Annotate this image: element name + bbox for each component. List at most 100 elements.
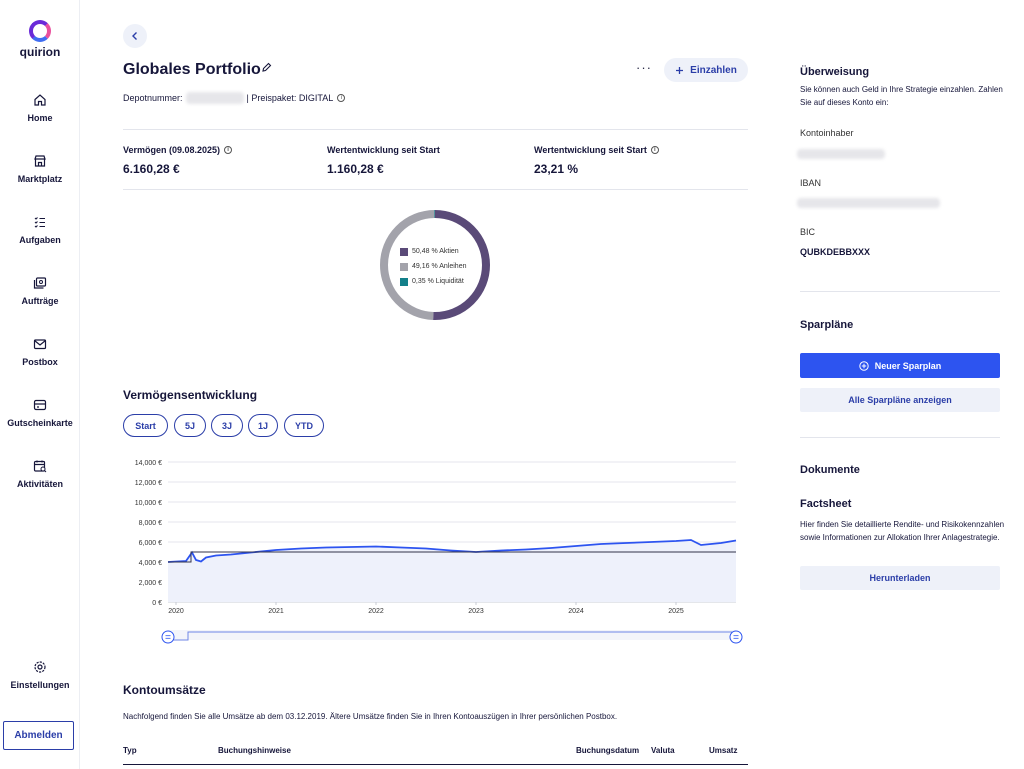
column-header-umsatz[interactable]: Umsatz [709,746,738,755]
x-tick-label: 2021 [268,608,284,615]
column-header-buchungsdatum[interactable]: Buchungsdatum [576,746,640,755]
y-tick-label: 14,000 € [135,460,162,467]
sidebar-item-einstellungen[interactable]: Einstellungen [0,660,80,690]
range-navigator-track[interactable] [168,630,736,640]
transactions-description: Nachfolgend finden Sie alle Umsätze ab d… [123,712,618,721]
sidebar-item-label: Aufgaben [19,235,61,245]
sidebar-item-aufgaben[interactable]: Aufgaben [0,215,80,245]
range-button-5j[interactable]: 5J [174,414,206,437]
stat-value: 6.160,28 € [123,162,180,176]
info-icon[interactable]: i [650,146,659,154]
depot-number-label: Depotnummer: [123,93,183,103]
range-button-3j[interactable]: 3J [211,414,243,437]
factsheet-description: Hier finden Sie detaillierte Rendite- un… [800,520,1005,542]
x-tick-label: 2023 [468,608,484,615]
sidebar: quirion Home Marktplatz Aufgaben Aufträg… [0,0,80,769]
legend-swatch [400,247,408,256]
stat-label: Vermögen (09.08.2025) [123,145,221,155]
iban-label: IBAN [800,178,822,188]
sidebar-item-home[interactable]: Home [0,93,80,123]
pencil-icon[interactable] [261,62,272,73]
series-area [168,540,736,602]
factsheet-title: Factsheet [800,498,852,510]
sidebar-item-aktivitaeten[interactable]: Aktivitäten [0,459,80,489]
y-tick-label: 6,000 € [139,540,162,547]
x-tick-label: 2022 [368,608,384,615]
divider [800,437,1000,438]
range-button-start[interactable]: Start [123,414,168,437]
legend-label: 0,35 % Liquidität [412,278,464,285]
range-handle-left[interactable] [161,630,175,644]
info-icon[interactable]: i [224,146,233,154]
range-button-1j[interactable]: 1J [248,414,278,437]
redacted-account-holder [797,149,885,159]
deposit-button[interactable]: Einzahlen [664,58,748,82]
x-tick-label: 2020 [168,608,184,615]
sidebar-item-gutscheinkarte[interactable]: Gutscheinkarte [0,398,80,428]
column-header-valuta[interactable]: Valuta [651,746,675,755]
download-factsheet-button[interactable]: Herunterladen [800,566,1000,590]
allocation-donut-chart [380,210,490,320]
series-line-deposits[interactable] [168,551,736,563]
bic-value: QUBKDEBBXXX [800,247,871,257]
back-button[interactable] [123,24,147,48]
y-tick-label: 0 € [152,600,162,607]
plus-icon [676,66,684,74]
series-line-portfolio[interactable] [167,539,737,563]
legend-swatch [400,277,408,286]
logo-mark-icon [29,20,51,42]
donut-slice-2[interactable] [380,210,490,320]
legend-item-liquiditaet: 0,35 % Liquidität [400,274,467,289]
redacted-iban [797,198,940,208]
price-package: | Preispaket: DIGITAL [246,93,334,103]
mail-icon [33,339,47,350]
y-tick-label: 10,000 € [135,500,162,507]
stat-value: 1.160,28 € [327,162,384,176]
logo-text: quirion [19,45,61,59]
wealth-section-title: Vermögensentwicklung [123,388,258,402]
more-options-button[interactable]: ··· [636,60,652,75]
range-handle-right[interactable] [729,630,743,644]
y-tick-label: 2,000 € [139,580,162,587]
depot-info: Depotnummer: | Preispaket: DIGITAL i [123,92,346,104]
gear-icon [34,661,46,673]
savings-title: Sparpläne [800,319,854,331]
column-header-buchungshinweise[interactable]: Buchungshinweise [218,746,291,755]
range-navigator-line [168,631,736,641]
donut-slice-1[interactable] [380,210,490,320]
orders-icon [33,277,47,289]
new-savings-plan-label: Neuer Sparplan [874,360,942,371]
new-savings-plan-button[interactable]: Neuer Sparplan [800,353,1000,378]
wealth-line-chart[interactable]: 0 € 2,000 € 4,000 € 6,000 € 8,000 € 10,000 € 1… [123,452,748,652]
stat-label: Wertentwicklung seit Start [327,145,440,155]
store-icon [34,155,46,167]
legend-swatch [400,262,408,271]
sidebar-item-label: Home [27,113,53,123]
card-icon [33,399,47,411]
logout-button[interactable]: Abmelden [3,721,74,750]
account-holder-label: Kontoinhaber [800,128,854,138]
logo[interactable]: quirion [0,20,80,59]
transactions-title: Kontoumsätze [123,683,206,697]
sidebar-item-label: Aktivitäten [16,479,63,489]
range-button-ytd[interactable]: YTD [284,414,324,437]
all-savings-plans-button[interactable]: Alle Sparpläne anzeigen [800,388,1000,412]
divider [123,129,748,130]
legend-label: 49,16 % Anleihen [412,263,467,270]
bic-label: BIC [800,227,816,237]
table-header-divider [123,764,748,765]
sidebar-item-label: Marktplatz [17,174,63,184]
stat-wealth: Vermögen (09.08.2025) i 6.160,28 € [123,145,233,176]
sidebar-item-marktplatz[interactable]: Marktplatz [0,154,80,184]
info-icon[interactable]: i [337,94,346,102]
page-title: Globales Portfolio [123,61,261,78]
y-tick-label: 4,000 € [139,560,162,567]
allocation-legend: 50,48 % Aktien 49,16 % Anleihen 0,35 % L… [400,244,467,289]
column-header-typ[interactable]: Typ [123,746,137,755]
sidebar-item-label: Aufträge [21,296,59,306]
stat-value: 23,21 % [534,162,579,176]
sidebar-item-auftraege[interactable]: Aufträge [0,276,80,306]
transfer-title: Überweisung [800,66,870,78]
sidebar-item-postbox[interactable]: Postbox [0,337,80,367]
calendar-icon [33,460,47,473]
